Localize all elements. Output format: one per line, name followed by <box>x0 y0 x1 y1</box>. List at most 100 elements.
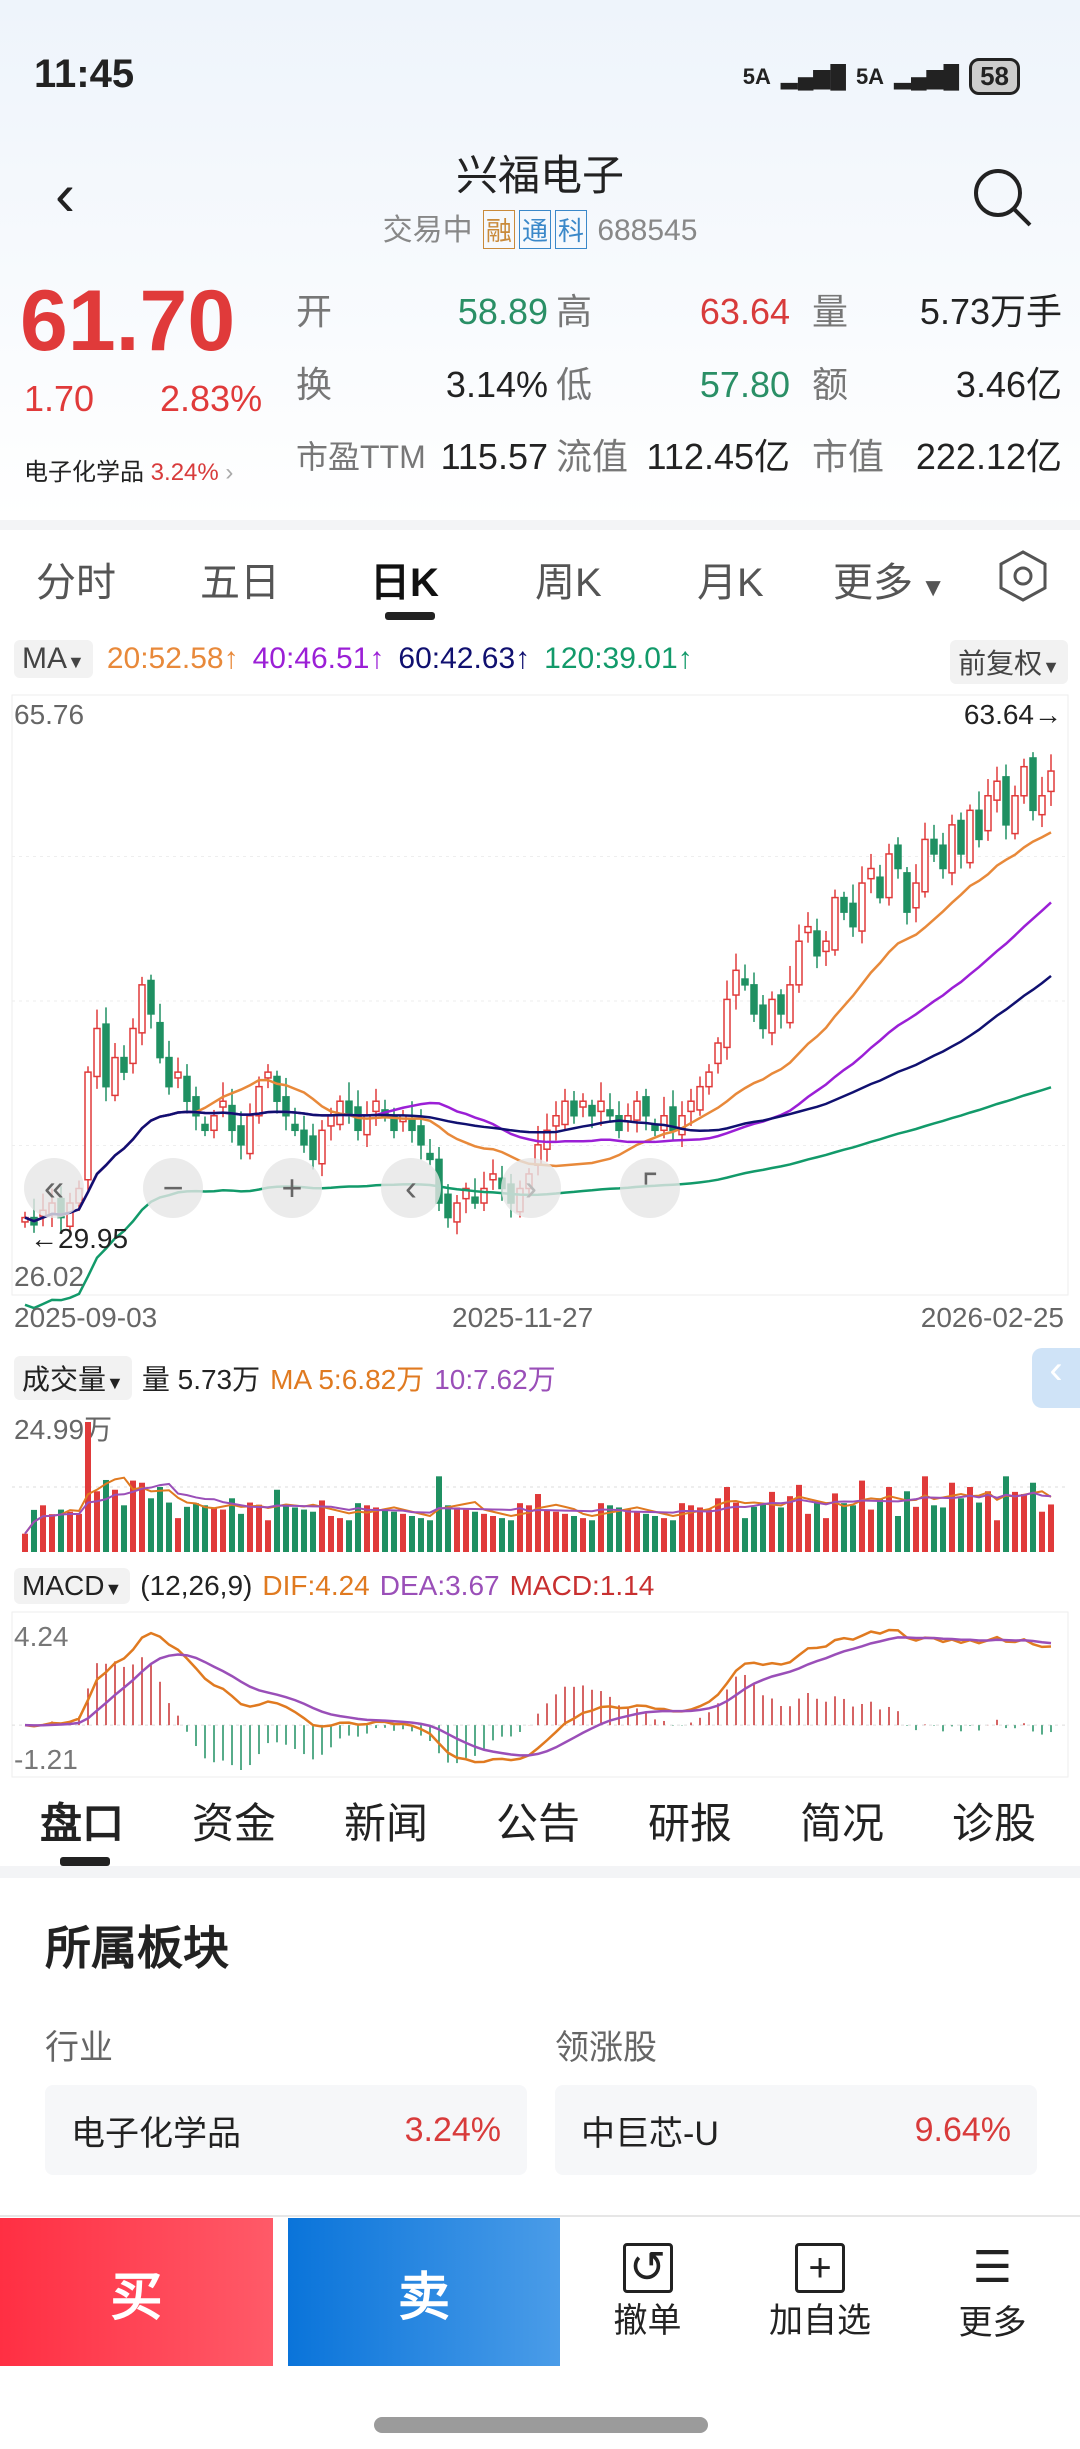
home-indicator[interactable] <box>374 2417 708 2433</box>
zoom-out-button[interactable]: − <box>143 1158 203 1218</box>
volume-bar <box>157 1487 163 1552</box>
scroll-left-button[interactable]: ‹ <box>381 1158 441 1218</box>
volume-bar <box>301 1509 307 1552</box>
macd-select[interactable]: MACD▼ <box>14 1568 131 1604</box>
candle <box>759 1004 767 1030</box>
candle <box>966 809 974 864</box>
ma-value: 40:46.51↑ <box>252 642 385 675</box>
scroll-right-button[interactable]: › <box>501 1158 561 1218</box>
candle <box>129 1027 137 1065</box>
fullscreen-icon[interactable]: ⌜ <box>620 1158 680 1218</box>
tab-funds[interactable]: 资金 <box>192 1800 277 1847</box>
volume-bar <box>796 1484 802 1552</box>
tab-5day[interactable]: 五日 <box>200 561 280 605</box>
candle <box>750 984 758 1015</box>
volume-ma5-line <box>24 1476 1052 1535</box>
volume-bar <box>337 1518 343 1552</box>
buy-button[interactable]: 买 <box>0 2218 273 2366</box>
candle <box>471 1196 479 1204</box>
current-price: 61.70 <box>20 273 236 369</box>
search-icon[interactable] <box>970 165 1036 231</box>
volume-legend: 成交量▼ 量 5.73万 MA 5:6.82万 10:7.62万 <box>14 1356 556 1400</box>
volume-bar <box>913 1506 919 1552</box>
volume-bar <box>454 1507 460 1552</box>
candle <box>858 882 866 932</box>
chart-frame <box>11 694 1069 1296</box>
ma-legend: MA▼ 20:52.58↑ 40:46.51↑ 60:42.63↑ 120:39.01… <box>14 640 693 678</box>
tab-monthly-k[interactable]: 月K <box>697 561 764 605</box>
volume-bar <box>688 1505 694 1552</box>
candle <box>597 1100 605 1113</box>
volume-bar <box>40 1505 46 1552</box>
tab-more[interactable]: 更多 ▼ <box>833 561 946 605</box>
volume-bar <box>940 1507 946 1552</box>
adjust-select[interactable]: 前复权▼ <box>950 640 1068 684</box>
macd-dea: DEA:3.67 <box>379 1570 500 1601</box>
volume-bar <box>886 1487 892 1552</box>
candle <box>678 1115 686 1136</box>
volume-bar <box>328 1515 334 1552</box>
candle <box>912 882 920 909</box>
volume-bar <box>841 1503 847 1552</box>
tab-intraday[interactable]: 分时 <box>36 561 116 605</box>
sector-title: 所属板块 <box>45 1922 229 1974</box>
volume-bar <box>661 1518 667 1552</box>
tab-announcements[interactable]: 公告 <box>496 1800 581 1847</box>
candle <box>957 819 965 855</box>
tab-weekly-k[interactable]: 周K <box>535 561 602 605</box>
volume-bar <box>868 1509 874 1552</box>
volume-bar <box>382 1509 388 1552</box>
industry-card[interactable]: 电子化学品 3.24% <box>45 2085 527 2175</box>
volume-bar <box>598 1503 604 1552</box>
quote-value: 115.57 <box>440 436 548 477</box>
volume-bar <box>355 1503 361 1552</box>
quote-value: 63.64 <box>699 291 790 332</box>
settings-hex-icon[interactable] <box>995 548 1051 604</box>
zoom-in-button[interactable]: + <box>262 1158 322 1218</box>
tab-profile[interactable]: 简况 <box>800 1800 885 1847</box>
candle <box>642 1096 650 1117</box>
back-icon[interactable]: ‹ <box>55 161 75 228</box>
volume-bar <box>517 1503 523 1552</box>
volume-bar <box>958 1498 964 1552</box>
stock-name: 兴福电子 <box>455 152 624 199</box>
volume-bar <box>175 1518 181 1552</box>
sector-link[interactable]: 电子化学品 3.24% › <box>24 459 234 486</box>
volume-bar <box>931 1505 937 1552</box>
volume-bar <box>76 1513 82 1552</box>
industry-name: 电子化学品 <box>71 2114 241 2153</box>
volume-bar <box>112 1489 118 1552</box>
expand-panel-button[interactable]: ‹ <box>1032 1348 1080 1408</box>
volume-bar <box>508 1520 514 1552</box>
candle <box>300 1129 308 1146</box>
kline-chart[interactable] <box>0 690 1080 1340</box>
scroll-start-button[interactable]: « <box>24 1158 84 1218</box>
volume-bar <box>436 1476 442 1552</box>
volume-bar <box>400 1513 406 1552</box>
volume-bar <box>607 1505 613 1552</box>
tab-news[interactable]: 新闻 <box>344 1800 429 1847</box>
leader-card[interactable]: 中巨芯-U 9.64% <box>555 2085 1037 2175</box>
ma-select[interactable]: MA▼ <box>14 640 93 678</box>
candle <box>552 1115 560 1127</box>
tab-diagnosis[interactable]: 诊股 <box>952 1800 1037 1847</box>
volume-bar <box>805 1513 811 1552</box>
tab-daily-k[interactable]: 日K <box>370 561 439 605</box>
sell-button[interactable]: 卖 <box>288 2218 560 2366</box>
leader-name: 中巨芯-U <box>581 2114 719 2153</box>
volume-bar <box>310 1511 316 1552</box>
cancel-order-button[interactable]: ↺ 撤单 <box>565 2218 730 2366</box>
volume-bar <box>553 1511 559 1552</box>
volume-bar <box>706 1509 712 1552</box>
candle <box>426 1152 434 1161</box>
macd-value: MACD:1.14 <box>509 1570 655 1601</box>
volume-bar <box>418 1518 424 1552</box>
candle <box>93 1027 101 1078</box>
menu-icon: ☰ <box>972 2242 1013 2292</box>
candle <box>120 1056 128 1073</box>
volume-select[interactable]: 成交量▼ <box>14 1356 132 1400</box>
more-button[interactable]: ☰ 更多 <box>910 2218 1075 2366</box>
add-watchlist-button[interactable]: + 加自选 <box>740 2218 900 2366</box>
tab-orderbook[interactable]: 盘口 <box>40 1800 125 1847</box>
tab-research[interactable]: 研报 <box>648 1800 733 1847</box>
